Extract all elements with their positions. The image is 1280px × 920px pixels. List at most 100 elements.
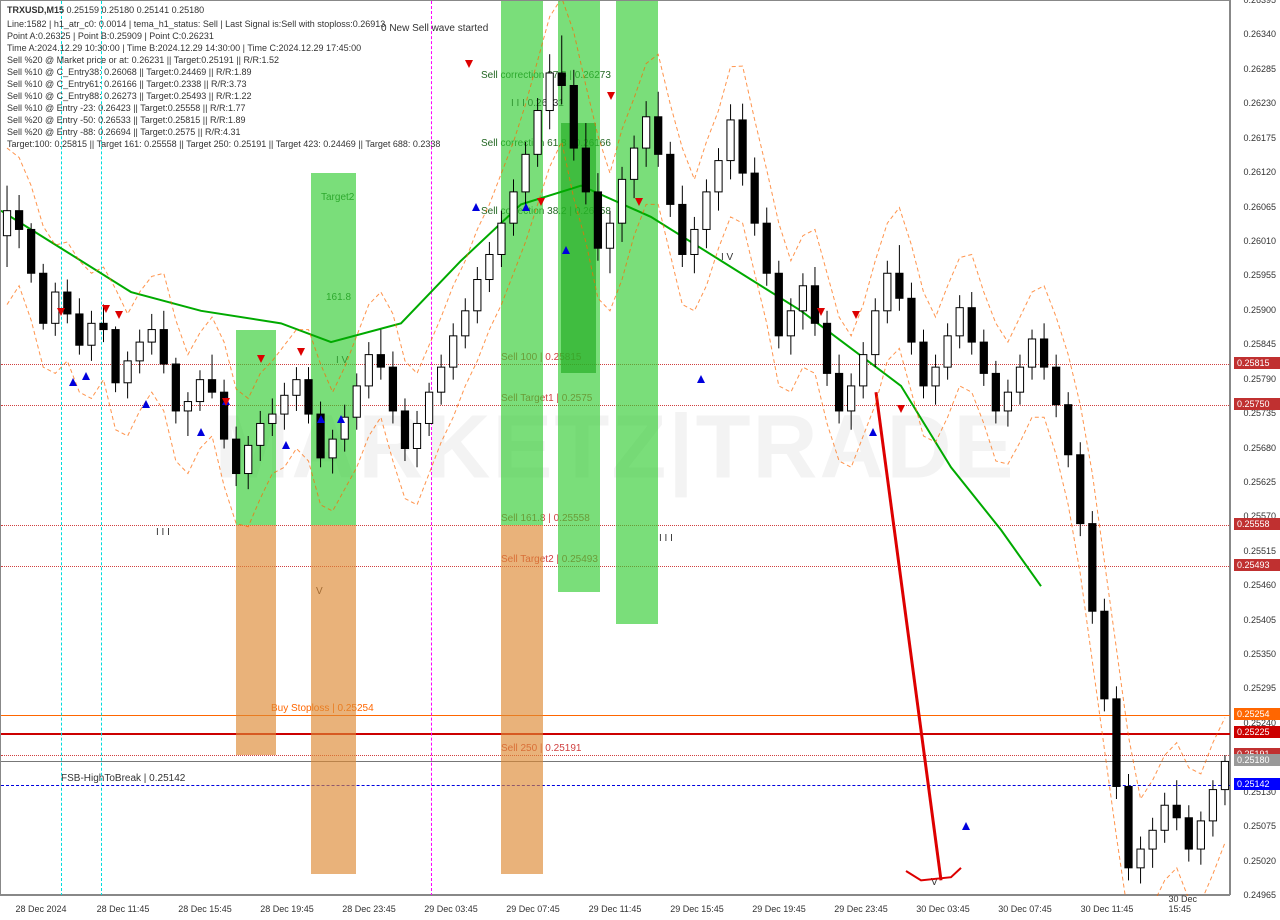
hline — [1, 755, 1231, 756]
info-line: Sell %20 @ Entry -88: 0.26694 || Target:… — [7, 127, 240, 137]
arrow-up-icon — [317, 415, 325, 423]
annotation: I — [461, 317, 464, 328]
symbol-title: TRXUSD,M15 0.25159 0.25180 0.25141 0.251… — [7, 5, 204, 15]
arrow-down-icon — [297, 348, 305, 356]
y-tick: 0.25680 — [1243, 443, 1276, 453]
x-tick: 29 Dec 23:45 — [834, 904, 888, 914]
zone — [616, 1, 658, 624]
x-axis: 28 Dec 2024 28 Dec 11:45 28 Dec 15:45 28 De… — [0, 895, 1230, 920]
chart-area[interactable]: MARKETZ|TRADE Sell 100 | 0.25815Sell Tar… — [0, 0, 1230, 895]
price-tag: 0.25180 — [1234, 754, 1280, 766]
arrow-down-icon — [607, 92, 615, 100]
arrow-down-icon — [817, 308, 825, 316]
arrow-up-icon — [472, 203, 480, 211]
price-tag: 0.25254 — [1234, 708, 1280, 720]
arrow-up-icon — [522, 203, 530, 211]
y-tick: 0.25020 — [1243, 856, 1276, 866]
zone — [311, 525, 356, 874]
arrow-up-icon — [282, 441, 290, 449]
x-tick: 28 Dec 2024 — [15, 904, 66, 914]
zone — [501, 1, 543, 525]
y-tick: 0.25845 — [1243, 339, 1276, 349]
annotation: I I I — [156, 527, 170, 538]
info-line: Sell %20 @ Market price or at: 0.26231 |… — [7, 55, 279, 65]
arrow-up-icon — [562, 246, 570, 254]
annotation: I V — [721, 252, 733, 263]
arrow-up-icon — [197, 428, 205, 436]
y-tick: 0.26395 — [1243, 0, 1276, 5]
hline — [1, 733, 1231, 735]
price-tag: 0.25225 — [1234, 726, 1280, 738]
arrow-up-icon — [82, 372, 90, 380]
arrow-down-icon — [115, 311, 123, 319]
y-axis: 0.263950.263400.262850.262300.261750.261… — [1230, 0, 1280, 895]
price-tag: 0.25558 — [1234, 518, 1280, 530]
hline — [1, 785, 1231, 786]
x-tick: 29 Dec 11:45 — [589, 904, 642, 914]
y-tick: 0.25405 — [1243, 615, 1276, 625]
arrow-up-icon — [697, 375, 705, 383]
x-tick: 28 Dec 15:45 — [178, 904, 232, 914]
y-tick: 0.25460 — [1243, 580, 1276, 590]
y-tick: 0.25625 — [1243, 477, 1276, 487]
arrow-up-icon — [962, 822, 970, 830]
arrow-down-icon — [222, 398, 230, 406]
vline — [431, 1, 432, 896]
info-line: Point A:0.26325 | Point B:0.25909 | Poin… — [7, 31, 214, 41]
arrow-down-icon — [57, 308, 65, 316]
arrow-down-icon — [635, 198, 643, 206]
arrow-up-icon — [69, 378, 77, 386]
hline — [1, 715, 1231, 716]
y-tick: 0.26120 — [1243, 167, 1276, 177]
annotation: V — [931, 877, 938, 888]
info-line: Sell %10 @ C_Entry61: 0.26166 || Target:… — [7, 79, 246, 89]
x-tick: 30 Dec 15:45 — [1169, 894, 1210, 914]
y-tick: 0.26010 — [1243, 236, 1276, 246]
info-line: Line:1582 | h1_atr_c0: 0.0014 | tema_h1_… — [7, 19, 385, 29]
info-line: Time A:2024.12.29 10:30:00 | Time B:2024… — [7, 43, 361, 53]
arrow-up-icon — [869, 428, 877, 436]
arrow-down-icon — [465, 60, 473, 68]
zone — [236, 330, 276, 525]
y-tick: 0.26230 — [1243, 98, 1276, 108]
y-tick: 0.24965 — [1243, 890, 1276, 900]
y-tick: 0.25350 — [1243, 649, 1276, 659]
price-tag: 0.25750 — [1234, 398, 1280, 410]
arrow-down-icon — [852, 311, 860, 319]
info-line: Target:100: 0.25815 || Target 161: 0.255… — [7, 139, 440, 149]
y-tick: 0.25075 — [1243, 821, 1276, 831]
y-tick: 0.25790 — [1243, 374, 1276, 384]
hline-label: FSB-HighToBreak | 0.25142 — [61, 773, 185, 784]
y-tick: 0.25955 — [1243, 270, 1276, 280]
price-tag: 0.25493 — [1234, 559, 1280, 571]
arrow-up-icon — [142, 400, 150, 408]
price-tag: 0.25815 — [1234, 357, 1280, 369]
arrow-down-icon — [897, 405, 905, 413]
zone — [501, 525, 543, 874]
y-tick: 0.26340 — [1243, 29, 1276, 39]
annotation: I I I — [659, 533, 673, 544]
y-tick: 0.25295 — [1243, 683, 1276, 693]
x-tick: 30 Dec 07:45 — [998, 904, 1052, 914]
y-tick: 0.26175 — [1243, 133, 1276, 143]
arrow-up-icon — [337, 415, 345, 423]
hline — [1, 761, 1231, 762]
y-tick: 0.26065 — [1243, 202, 1276, 212]
zone — [236, 525, 276, 755]
arrow-down-icon — [102, 305, 110, 313]
info-line: Sell %10 @ C_Entry38: 0.26068 || Target:… — [7, 67, 251, 77]
x-tick: 30 Dec 11:45 — [1081, 904, 1134, 914]
arrow-down-icon — [537, 198, 545, 206]
x-tick: 29 Dec 03:45 — [424, 904, 478, 914]
x-tick: 28 Dec 19:45 — [260, 904, 314, 914]
y-tick: 0.25900 — [1243, 305, 1276, 315]
info-line: Sell %10 @ C_Entry88: 0.26273 || Target:… — [7, 91, 251, 101]
x-tick: 29 Dec 19:45 — [752, 904, 806, 914]
annotation: 0 New Sell wave started — [381, 23, 488, 34]
arrow-down-icon — [257, 355, 265, 363]
x-tick: 29 Dec 07:45 — [506, 904, 560, 914]
x-tick: 28 Dec 11:45 — [97, 904, 150, 914]
x-tick: 28 Dec 23:45 — [342, 904, 396, 914]
x-tick: 30 Dec 03:45 — [916, 904, 970, 914]
x-tick: 29 Dec 15:45 — [670, 904, 724, 914]
